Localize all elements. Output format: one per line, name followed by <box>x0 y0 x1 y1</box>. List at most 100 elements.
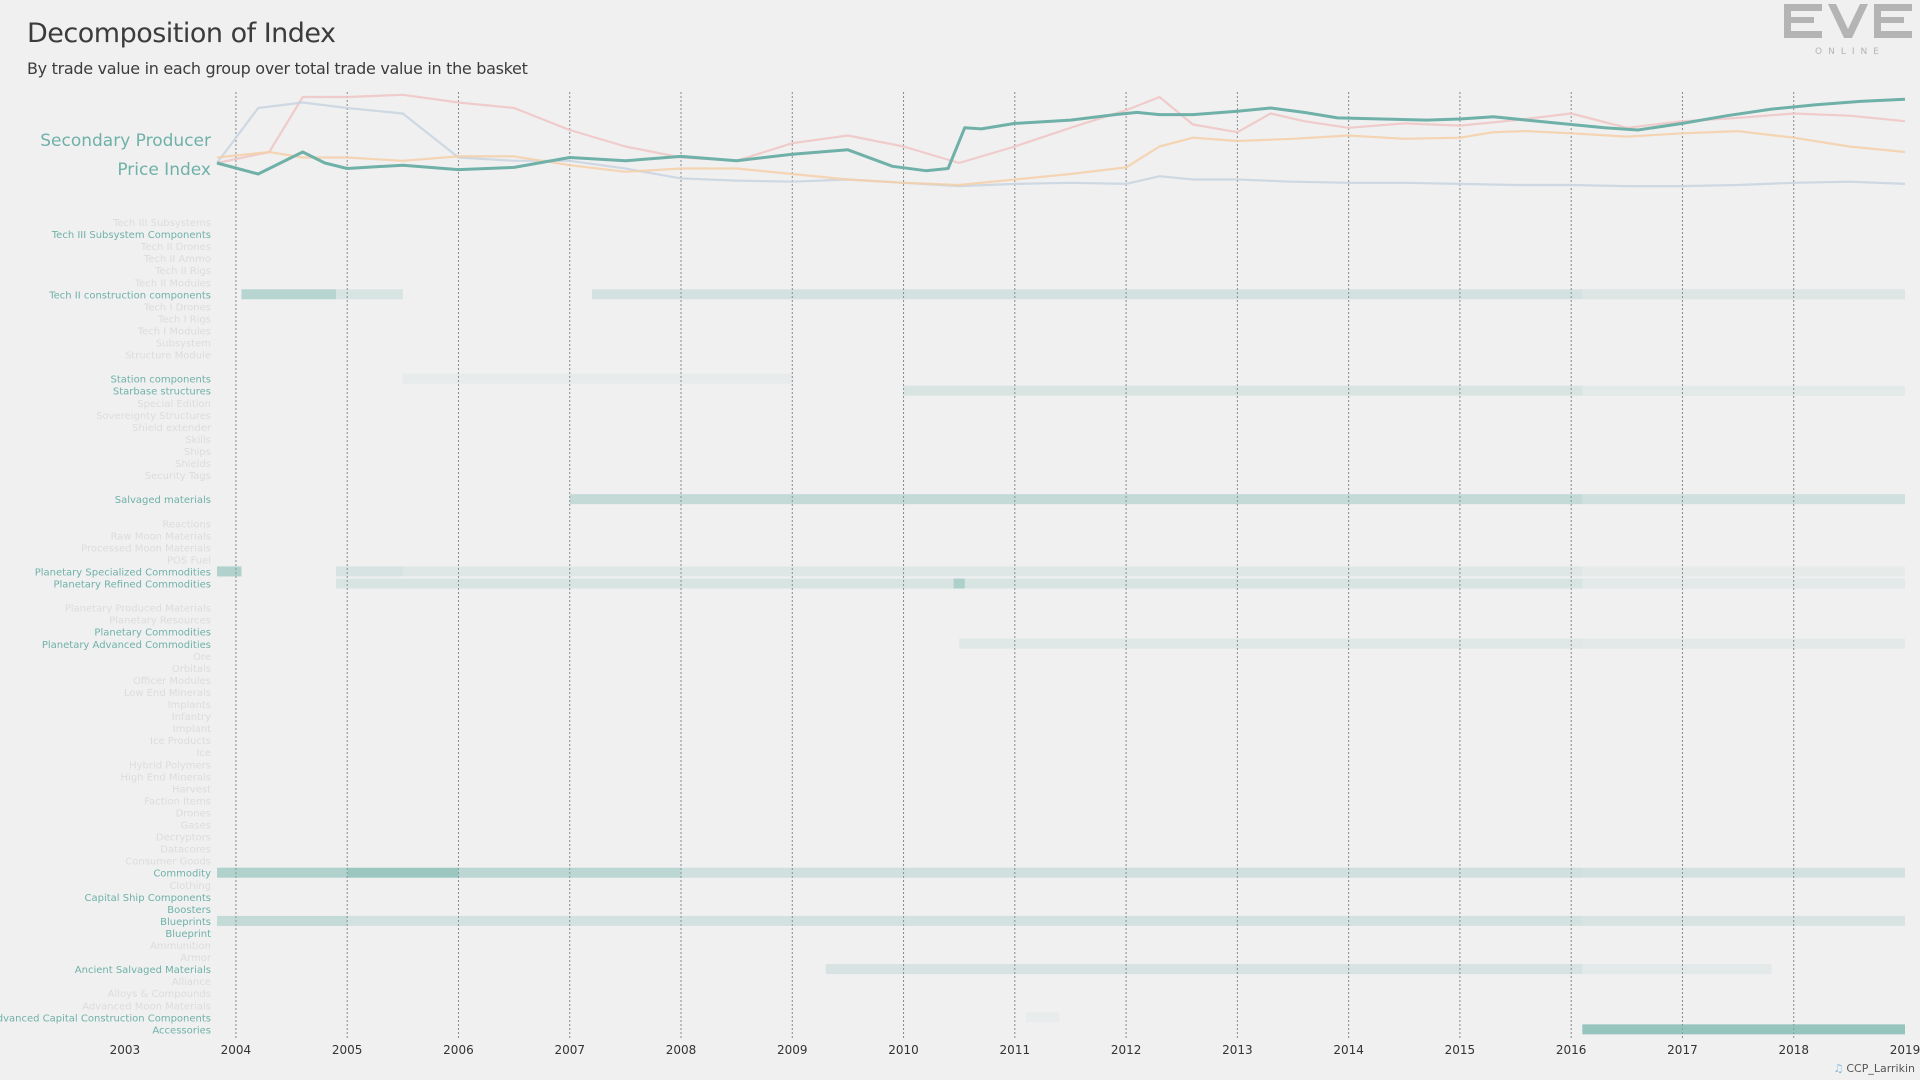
heatmap-cell <box>458 867 682 878</box>
category-label: Harvest <box>172 784 211 795</box>
category-label: Implants <box>168 700 211 711</box>
category-label: Ice Products <box>150 736 211 747</box>
category-label: Tech II construction components <box>48 290 211 301</box>
category-label: Alloys & Compounds <box>108 989 211 1000</box>
heatmap-cell <box>1582 638 1905 649</box>
heatmap-cell <box>217 566 242 577</box>
heatmap-cell <box>336 578 1583 589</box>
chart-title: Decomposition of Index <box>27 18 336 49</box>
heatmap-cell <box>1582 494 1905 505</box>
category-label: Tech III Subsystems <box>112 218 211 229</box>
heatmap-cell <box>347 915 1583 926</box>
category-label: Orbitals <box>172 664 211 675</box>
year-gridlines <box>235 92 1795 1040</box>
index-label-line: Secondary Producer <box>40 131 211 151</box>
heatmap-cell <box>959 638 1583 649</box>
heatmap-cell <box>1582 1024 1905 1035</box>
category-label: Ammunition <box>150 941 211 952</box>
category-label: Officer Modules <box>133 676 211 687</box>
chart-subtitle: By trade value in each group over total … <box>27 59 528 78</box>
category-label: Planetary Specialized Commodities <box>35 567 211 578</box>
category-label: Tech II Rigs <box>154 266 211 277</box>
category-label: Tech II Ammo <box>143 254 211 265</box>
x-tick-label: 2011 <box>1000 1043 1031 1057</box>
category-label: Starbase structures <box>113 387 211 398</box>
category-label: Ancient Salvaged Materials <box>75 965 211 976</box>
x-tick-label: 2008 <box>666 1043 697 1057</box>
category-label: Boosters <box>167 905 211 916</box>
category-label: Armor <box>180 953 212 964</box>
heatmap-cell <box>336 566 403 577</box>
category-label: Faction Items <box>144 796 211 807</box>
index-series-line <box>216 93 1906 165</box>
x-axis: 2003 2004 2005 2006 2007 2008 2009 2010 2011 2012… <box>110 1043 1920 1057</box>
author-credit[interactable]: ♫ CCP_Larrikin <box>1833 1062 1915 1075</box>
heatmap-cell <box>402 566 1583 577</box>
category-label: POS Fuel <box>167 555 211 566</box>
category-label: Ice <box>196 748 211 759</box>
category-label: Decryptors <box>156 833 211 844</box>
author-handle: CCP_Larrikin <box>1846 1062 1915 1075</box>
category-label: Low End Minerals <box>124 688 211 699</box>
heatmap-cell <box>825 964 1583 975</box>
category-label: Raw Moon Materials <box>111 531 211 542</box>
x-tick-label: 2005 <box>332 1043 363 1057</box>
category-label: Blueprint <box>165 929 211 940</box>
x-tick-label: 2016 <box>1556 1043 1587 1057</box>
index-series-line <box>216 130 1906 187</box>
heatmap-cell <box>681 867 1583 878</box>
heatmap-cell <box>1582 915 1905 926</box>
x-tick-label: 2019 <box>1890 1043 1920 1057</box>
x-tick-label: 2003 <box>110 1043 141 1057</box>
heatmap-cell <box>953 578 965 589</box>
eve-online-logo: ONLINE <box>1784 4 1912 57</box>
heatmap-cell <box>347 867 459 878</box>
category-heatmap <box>217 289 1905 1035</box>
category-label: Tech I Modules <box>137 326 211 337</box>
category-label: Reactions <box>162 519 211 530</box>
category-label: Consumer Goods <box>125 857 211 868</box>
x-tick-label: 2015 <box>1445 1043 1476 1057</box>
heatmap-cell <box>1582 964 1772 975</box>
heatmap-cell <box>241 289 337 300</box>
x-tick-label: 2009 <box>777 1043 808 1057</box>
logo-subtext: ONLINE <box>1815 47 1885 57</box>
category-label: Tech I Rigs <box>157 314 211 325</box>
category-label: Tech III Subsystem Components <box>51 230 211 241</box>
category-label: Implant <box>173 724 211 735</box>
category-label: Infantry <box>172 712 211 723</box>
heatmap-cell <box>1582 867 1905 878</box>
x-tick-label: 2012 <box>1111 1043 1142 1057</box>
category-label: Processed Moon Materials <box>81 543 211 554</box>
category-label: Shields <box>175 459 211 470</box>
category-label: Commodity <box>153 869 211 880</box>
heatmap-cell <box>217 867 348 878</box>
x-tick-label: 2017 <box>1667 1043 1698 1057</box>
category-label: Planetary Advanced Commodities <box>42 640 211 651</box>
x-tick-label: 2018 <box>1778 1043 1809 1057</box>
category-label: Tech I Drones <box>143 302 211 313</box>
category-label: Planetary Resources <box>109 616 211 627</box>
category-label: Datacores <box>160 845 211 856</box>
heatmap-cell <box>336 289 403 300</box>
category-label: Gases <box>181 821 211 832</box>
category-label: Station components <box>110 375 211 386</box>
category-label: Accessories <box>152 1025 211 1036</box>
index-line-chart <box>216 93 1906 188</box>
heatmap-cell <box>217 915 348 926</box>
category-label: Advanced Capital Construction Components <box>0 1013 211 1024</box>
category-label: Planetary Refined Commodities <box>53 580 211 591</box>
category-label: Tech II Modules <box>134 278 211 289</box>
category-label: Shield extender <box>132 423 212 434</box>
category-label: Ships <box>184 447 211 458</box>
category-label: Special Edition <box>137 399 211 410</box>
category-labels: Secondary Producer Price Index Tech III Su… <box>0 131 212 1036</box>
category-label: Alliance <box>172 977 211 988</box>
x-tick-label: 2007 <box>554 1043 585 1057</box>
category-label: High End Minerals <box>121 772 211 783</box>
category-label: Subsystem <box>156 339 211 350</box>
heatmap-cell <box>591 289 1583 300</box>
category-label: Salvaged materials <box>115 495 211 506</box>
category-label: Drones <box>176 808 211 819</box>
category-label: Ore <box>193 652 211 663</box>
